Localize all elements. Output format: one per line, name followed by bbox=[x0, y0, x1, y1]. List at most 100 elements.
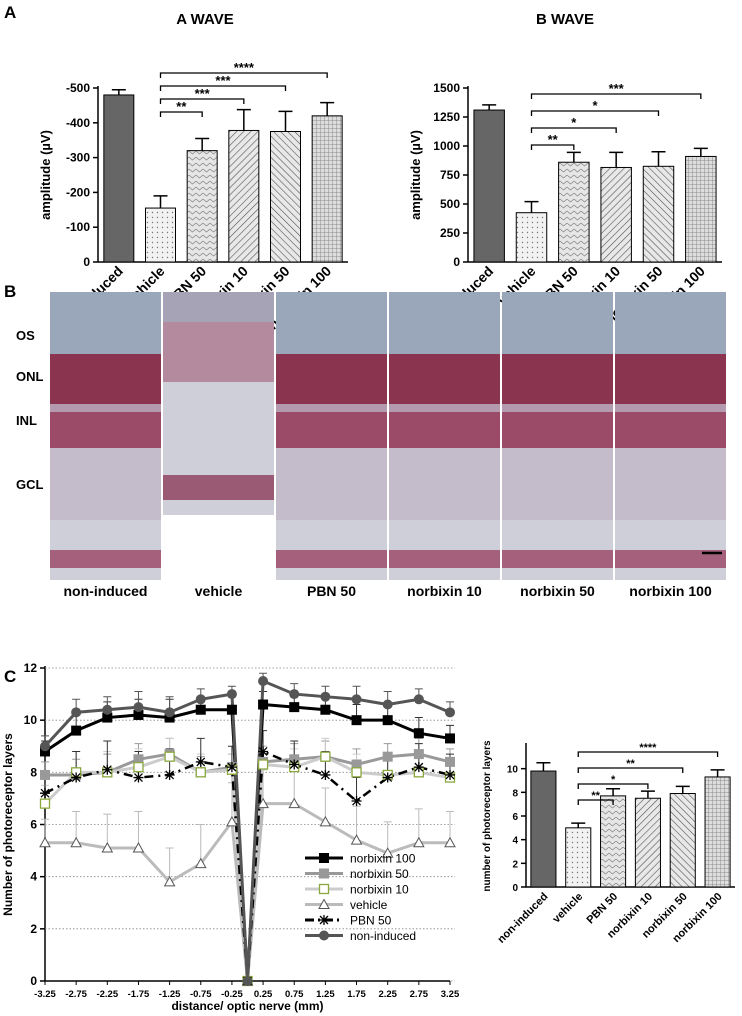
marker bbox=[445, 756, 455, 767]
gcl-layer bbox=[50, 550, 161, 568]
marker bbox=[101, 841, 114, 853]
bar bbox=[103, 94, 135, 263]
y-tick-label: -500 bbox=[66, 81, 90, 95]
significance-label: * bbox=[611, 774, 616, 786]
opl-layer bbox=[615, 404, 726, 412]
marker bbox=[320, 691, 331, 702]
y-tick-label: 1000 bbox=[433, 139, 460, 153]
significance-label: * bbox=[571, 115, 577, 130]
inl-layer bbox=[502, 412, 613, 448]
inl-layer bbox=[389, 412, 500, 448]
marker bbox=[102, 704, 113, 715]
marker bbox=[351, 767, 362, 778]
y-tick-label: 0 bbox=[453, 255, 460, 269]
layer-label: INL bbox=[16, 413, 37, 428]
bar bbox=[685, 155, 717, 263]
legend-marker bbox=[319, 868, 329, 879]
marker bbox=[257, 759, 269, 770]
error-bar bbox=[651, 151, 666, 167]
significance-bracket bbox=[159, 111, 203, 117]
significance-label: ** bbox=[591, 790, 600, 802]
x-tick-label: 1.75 bbox=[347, 989, 366, 1000]
marker bbox=[164, 712, 175, 723]
marker bbox=[289, 702, 300, 713]
marker bbox=[71, 725, 82, 736]
opl-layer bbox=[389, 404, 500, 412]
x-tick-label: -0.25 bbox=[221, 989, 243, 1000]
error-bar bbox=[236, 108, 251, 131]
significance-label: *** bbox=[195, 86, 211, 101]
x-tick-label: -3.25 bbox=[34, 989, 56, 1000]
bar bbox=[558, 161, 590, 263]
marker bbox=[445, 769, 455, 780]
y-axis-label: amplitude (µV) bbox=[38, 130, 53, 220]
significance-bracket bbox=[530, 127, 617, 133]
os-layer bbox=[502, 292, 613, 354]
ipl-layer bbox=[50, 448, 161, 520]
significance-label: **** bbox=[234, 60, 255, 75]
marker bbox=[226, 762, 237, 773]
significance-label: ** bbox=[176, 99, 187, 114]
error-bar bbox=[693, 147, 708, 157]
marker bbox=[445, 707, 455, 718]
legend-marker bbox=[319, 915, 329, 925]
legend-label: PBN 50 bbox=[350, 914, 392, 928]
bar bbox=[186, 150, 218, 263]
marker bbox=[102, 764, 113, 775]
panel-label: C bbox=[4, 667, 16, 686]
bar bbox=[228, 129, 260, 263]
x-tick-label: 0.25 bbox=[254, 989, 273, 1000]
os-layer bbox=[389, 292, 500, 354]
y-tick-label: 0 bbox=[83, 255, 90, 269]
gcl-layer bbox=[389, 550, 500, 568]
x-tick-label: -0.75 bbox=[190, 989, 212, 1000]
group-label: PBN 50 bbox=[307, 583, 356, 599]
marker bbox=[40, 746, 50, 757]
y-tick-label: -300 bbox=[66, 151, 90, 165]
marker bbox=[382, 715, 393, 726]
marker bbox=[133, 702, 144, 713]
legend-label: norbixin 50 bbox=[350, 867, 409, 881]
marker bbox=[133, 772, 144, 783]
error-bar bbox=[609, 151, 624, 168]
significance-bracket bbox=[159, 98, 245, 104]
group-label: norbixin 50 bbox=[520, 583, 595, 599]
onl-layer bbox=[50, 354, 161, 404]
layer-label: ONL bbox=[16, 369, 44, 384]
os-layer bbox=[163, 292, 274, 322]
marker bbox=[102, 712, 113, 723]
error-bar bbox=[196, 824, 205, 864]
marker bbox=[351, 796, 362, 807]
marker bbox=[164, 751, 175, 762]
legend-marker bbox=[319, 930, 329, 941]
y-tick-label: 250 bbox=[440, 226, 460, 240]
opl-layer bbox=[502, 404, 613, 412]
marker bbox=[382, 772, 393, 783]
error-bar bbox=[153, 195, 168, 209]
marker bbox=[164, 707, 175, 718]
marker bbox=[413, 762, 424, 773]
ipl-layer bbox=[615, 448, 726, 520]
y-tick-label: -100 bbox=[66, 220, 90, 234]
y-tick-label: 10 bbox=[507, 765, 519, 776]
gcl-layer bbox=[502, 550, 613, 568]
y-axis-label: Number of photoreceptor layers bbox=[1, 733, 15, 916]
x-axis-label: distance/ optic nerve (mm) bbox=[171, 999, 323, 1013]
significance-label: *** bbox=[215, 73, 231, 88]
x-tick-label: 3.25 bbox=[441, 989, 460, 1000]
y-tick-label: 2 bbox=[30, 922, 37, 936]
legend-label: non-induced bbox=[350, 929, 416, 943]
significance-bracket bbox=[530, 93, 702, 99]
marker bbox=[163, 875, 176, 887]
marker bbox=[413, 694, 424, 705]
y-tick-label: 12 bbox=[24, 661, 38, 675]
y-tick-label: 6 bbox=[512, 812, 518, 823]
marker bbox=[320, 704, 331, 715]
bar bbox=[642, 165, 675, 263]
x-tick-label: -2.75 bbox=[65, 989, 87, 1000]
group-label: non-induced bbox=[64, 583, 148, 599]
legend-marker bbox=[318, 883, 330, 895]
series-line bbox=[44, 749, 451, 982]
bar bbox=[530, 770, 557, 888]
inl-layer bbox=[615, 412, 726, 448]
